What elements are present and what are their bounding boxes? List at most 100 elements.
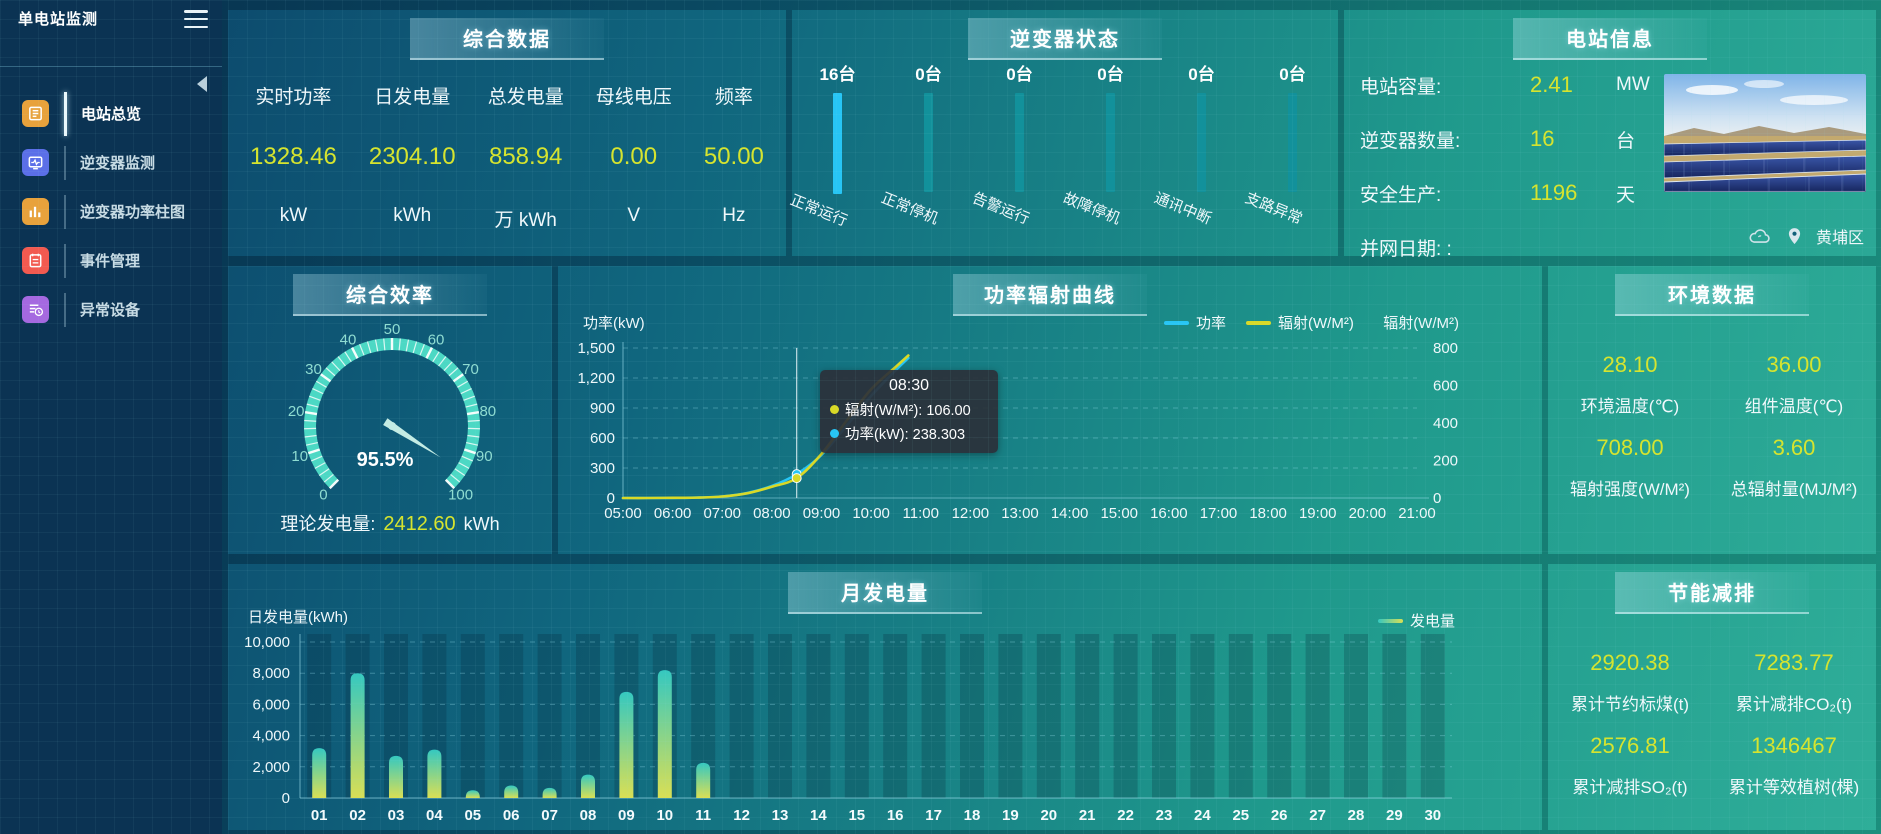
- app-title: 单电站监测: [18, 11, 99, 28]
- legend-swatch: [1246, 320, 1272, 325]
- inverter-monitor-icon: [22, 149, 49, 176]
- power-radiation-chart[interactable]: 0 300 600 900 1,200 1,500 0 200 400 600 800 05:00 06…: [558, 266, 1542, 554]
- metric-unit: kWh: [393, 205, 432, 226]
- inverter-status-item[interactable]: 0台 通讯中断: [1152, 60, 1247, 228]
- panel-efficiency: 综合效率 0 10 20 30 40 50 60 70 80 90 100 95.5% 理论发电量: 2…: [228, 266, 552, 554]
- svg-text:23: 23: [1156, 807, 1173, 824]
- panel-title-station-info: 电站信息: [1513, 18, 1707, 60]
- inverter-status-item[interactable]: 0台 告警运行: [970, 60, 1065, 228]
- svg-text:95.5%: 95.5%: [357, 449, 414, 471]
- station-row-value: 2.41: [1530, 72, 1573, 97]
- metric-unit: V: [627, 205, 641, 226]
- panel-title-environment: 环境数据: [1615, 274, 1809, 316]
- inverter-status-item[interactable]: 0台 故障停机: [1061, 60, 1156, 228]
- sidebar-item-2[interactable]: 逆变器监测: [0, 138, 222, 187]
- svg-text:400: 400: [1433, 415, 1458, 432]
- sidebar-item-label: 异常设备: [80, 302, 141, 319]
- svg-text:10: 10: [291, 448, 308, 465]
- metric-label: 累计减排CO₂(t): [1735, 695, 1853, 714]
- sidebar-item-1[interactable]: 电站总览: [0, 89, 222, 138]
- svg-text:11: 11: [695, 807, 711, 824]
- svg-text:12:00: 12:00: [952, 505, 990, 522]
- svg-text:600: 600: [590, 430, 615, 447]
- panel-title-monthly: 月发电量: [788, 572, 982, 614]
- metric-cell: 708.00 辐射强度(W/M²): [1548, 423, 1712, 500]
- summary-metric: 日发电量 2304.10 kWh: [369, 56, 456, 232]
- sidebar-item-4[interactable]: 事件管理: [0, 236, 222, 285]
- inverter-state-label: 正常停机: [879, 189, 942, 228]
- sidebar-header: 单电站监测: [0, 0, 222, 67]
- station-location[interactable]: 黄埔区: [1815, 230, 1864, 247]
- legend-label: 辐射(W/M²): [1278, 315, 1354, 332]
- inverter-bar: [1106, 93, 1115, 192]
- panel-title-efficiency: 综合效率: [293, 274, 487, 316]
- monthly-generation-chart[interactable]: 0 2,000 4,000 6,000 8,000 10,000 01 02 03 04 05 06 0…: [228, 564, 1542, 830]
- metric-label: 累计节约标煤(t): [1570, 695, 1690, 714]
- panel-station-info: 电站信息 电站容量: 2.41 MW 逆变器数量: 16 台安全生产: 1196 天并网日期:…: [1344, 10, 1876, 260]
- svg-text:18: 18: [964, 807, 981, 824]
- metric-label: 实时功率: [255, 87, 332, 108]
- tooltip-text: 功率(kW): 238.303: [845, 427, 966, 443]
- location-pin-icon[interactable]: [1787, 227, 1802, 246]
- metric-value: 708.00: [1596, 435, 1664, 460]
- legend-item-发电量[interactable]: 发电量: [1378, 610, 1455, 631]
- inverter-count: 0台: [915, 65, 942, 84]
- legend-swatch: [1378, 618, 1403, 623]
- metric-cell: 2920.38 累计节约标煤(t): [1548, 638, 1712, 715]
- sidebar-item-label: 逆变器监测: [80, 155, 156, 172]
- collapse-left-arrow-icon[interactable]: [197, 76, 207, 92]
- weather-cloud-icon[interactable]: [1747, 228, 1773, 245]
- svg-text:10:00: 10:00: [852, 505, 890, 522]
- sidebar-item-3[interactable]: 逆变器功率柱图: [0, 187, 222, 236]
- metric-value: 0.00: [610, 143, 658, 170]
- svg-text:19:00: 19:00: [1299, 505, 1337, 522]
- inverter-bar: [1197, 93, 1206, 192]
- station-info-row: 电站容量: 2.41 MW: [1360, 58, 1650, 112]
- theoretical-generation-label: 理论发电量:: [280, 514, 376, 534]
- metric-label: 频率: [714, 87, 753, 108]
- panel-title-summary: 综合数据: [410, 18, 604, 60]
- metric-unit: 万 kWh: [494, 210, 557, 231]
- summary-metric: 频率 50.00 Hz: [704, 56, 764, 232]
- panel-summary-data: 综合数据 实时功率 1328.46 kW 日发电量 2304.10 kWh 总发电量 858.…: [228, 10, 786, 256]
- metric-value: 1346467: [1751, 733, 1837, 758]
- svg-text:07:00: 07:00: [703, 505, 741, 522]
- svg-text:600: 600: [1433, 378, 1458, 395]
- inverter-status-item[interactable]: 0台正常停机: [879, 60, 974, 228]
- station-row-unit: 天: [1616, 184, 1636, 206]
- menu-item-divider: [64, 145, 66, 180]
- svg-text:10,000: 10,000: [244, 634, 290, 651]
- metric-value: 7283.77: [1754, 650, 1834, 675]
- curve-legend: 功率 辐射(W/M²): [1164, 312, 1354, 333]
- svg-text:19: 19: [1002, 807, 1019, 824]
- station-info-row: 逆变器数量: 16 台: [1360, 112, 1650, 166]
- metric-unit: kW: [279, 205, 308, 226]
- legend-label: 功率: [1196, 315, 1227, 332]
- inverter-status-item[interactable]: 16台 正常运行: [788, 60, 883, 230]
- sidebar-item-label: 事件管理: [80, 253, 141, 270]
- metric-value: 3.60: [1772, 435, 1816, 460]
- svg-text:24: 24: [1194, 807, 1211, 824]
- svg-text:05: 05: [464, 807, 481, 824]
- legend-item-功率[interactable]: 功率: [1164, 312, 1226, 333]
- panel-environment: 环境数据 28.10 环境温度(℃) 36.00 组件温度(℃) 708.00 辐射强度(…: [1548, 266, 1876, 554]
- abnormal-device-icon: [22, 296, 49, 323]
- metric-label: 累计等效植树(棵): [1728, 778, 1860, 797]
- inverter-bar: [924, 93, 933, 192]
- hamburger-menu-icon[interactable]: [184, 10, 208, 28]
- metric-value: 2576.81: [1590, 733, 1670, 758]
- legend-label: 发电量: [1410, 613, 1456, 630]
- svg-text:30: 30: [305, 361, 322, 378]
- chart-tooltip: 08:30 辐射(W/M²): 106.00 功率(kW): 238.303: [820, 370, 998, 453]
- sidebar-item-5[interactable]: 异常设备: [0, 285, 222, 334]
- legend-item-辐射(W/M²)[interactable]: 辐射(W/M²): [1246, 312, 1354, 333]
- saving-metrics: 2920.38 累计节约标煤(t) 7283.77 累计减排CO₂(t) 2576.81…: [1548, 638, 1876, 798]
- svg-text:辐射(W/M²): 辐射(W/M²): [1383, 315, 1459, 332]
- svg-text:80: 80: [479, 403, 496, 420]
- inverter-status-item[interactable]: 0台 支路异常: [1243, 60, 1338, 228]
- svg-text:18:00: 18:00: [1249, 505, 1287, 522]
- theoretical-generation-value: 2412.60: [383, 513, 456, 535]
- svg-text:6,000: 6,000: [252, 696, 290, 713]
- sidebar: 单电站监测 电站总览逆变器监测逆变器功率柱图事件管理异常设备: [0, 0, 222, 834]
- metric-cell: 2576.81 累计减排SO₂(t): [1548, 721, 1712, 798]
